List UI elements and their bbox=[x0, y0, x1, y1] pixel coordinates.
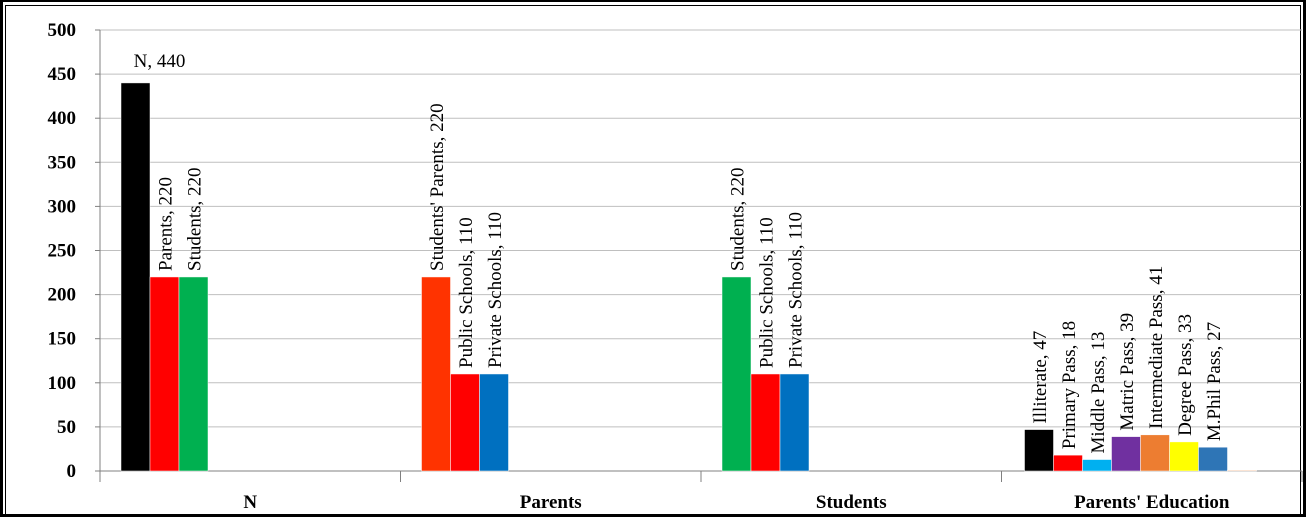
bar-private-schools bbox=[779, 373, 810, 472]
data-label: Degree Pass, 33 bbox=[1175, 314, 1196, 436]
bar-unlabeled bbox=[1227, 469, 1257, 472]
data-label: Students, 220 bbox=[185, 168, 206, 271]
y-tick-label: 250 bbox=[48, 241, 77, 262]
data-label: Private Schools, 110 bbox=[485, 212, 506, 368]
bar-intermediate-pass bbox=[1140, 434, 1170, 472]
chart-inner-border bbox=[5, 5, 1301, 517]
y-tick-label: 150 bbox=[48, 329, 77, 350]
x-category-label: Parents' Education bbox=[1074, 492, 1230, 513]
bar-parents bbox=[149, 276, 180, 472]
bar-primary-pass bbox=[1053, 454, 1083, 472]
bar-illiterate bbox=[1024, 429, 1054, 472]
data-label: N, 440 bbox=[134, 51, 186, 72]
bar-students bbox=[721, 276, 752, 472]
bar-middle-pass bbox=[1082, 459, 1112, 472]
data-label: M.Phil Pass, 27 bbox=[1204, 322, 1225, 441]
data-label: Matric Pass, 39 bbox=[1117, 313, 1138, 431]
x-category-label: Parents bbox=[520, 492, 582, 513]
bar-m-phil-pass bbox=[1198, 446, 1228, 472]
y-tick-label: 500 bbox=[48, 20, 77, 41]
data-label: Public Schools, 110 bbox=[456, 217, 477, 368]
y-tick-label: 400 bbox=[48, 108, 77, 129]
y-tick-label: 450 bbox=[48, 64, 77, 85]
data-label: Primary Pass, 18 bbox=[1059, 321, 1080, 449]
bar-matric-pass bbox=[1111, 436, 1141, 472]
data-label: Middle Pass, 13 bbox=[1088, 332, 1109, 454]
x-category-label: Students bbox=[816, 492, 887, 513]
data-label: Public Schools, 110 bbox=[757, 217, 778, 368]
data-label: Private Schools, 110 bbox=[786, 212, 807, 368]
bar-public-schools bbox=[450, 373, 480, 472]
bar-degree-pass bbox=[1169, 441, 1199, 472]
data-label: Students, 220 bbox=[728, 168, 749, 271]
y-tick-label: 200 bbox=[48, 285, 77, 306]
y-tick-label: 50 bbox=[57, 417, 76, 438]
data-label: Parents, 220 bbox=[156, 177, 177, 271]
y-tick-label: 0 bbox=[67, 461, 77, 482]
bar-students-parents bbox=[421, 276, 451, 472]
bar-n bbox=[120, 82, 151, 472]
data-label: Students' Parents, 220 bbox=[427, 103, 448, 271]
x-category-label: N bbox=[243, 492, 257, 513]
y-tick-label: 300 bbox=[48, 196, 77, 217]
y-tick-label: 100 bbox=[48, 373, 77, 394]
bar-public-schools bbox=[750, 373, 781, 472]
y-tick-label: 350 bbox=[48, 152, 77, 173]
bar-students bbox=[178, 276, 209, 472]
bar-private-schools bbox=[479, 373, 509, 472]
data-label: Intermediate Pass, 41 bbox=[1146, 266, 1167, 429]
data-label: Illiterate, 47 bbox=[1030, 331, 1051, 424]
